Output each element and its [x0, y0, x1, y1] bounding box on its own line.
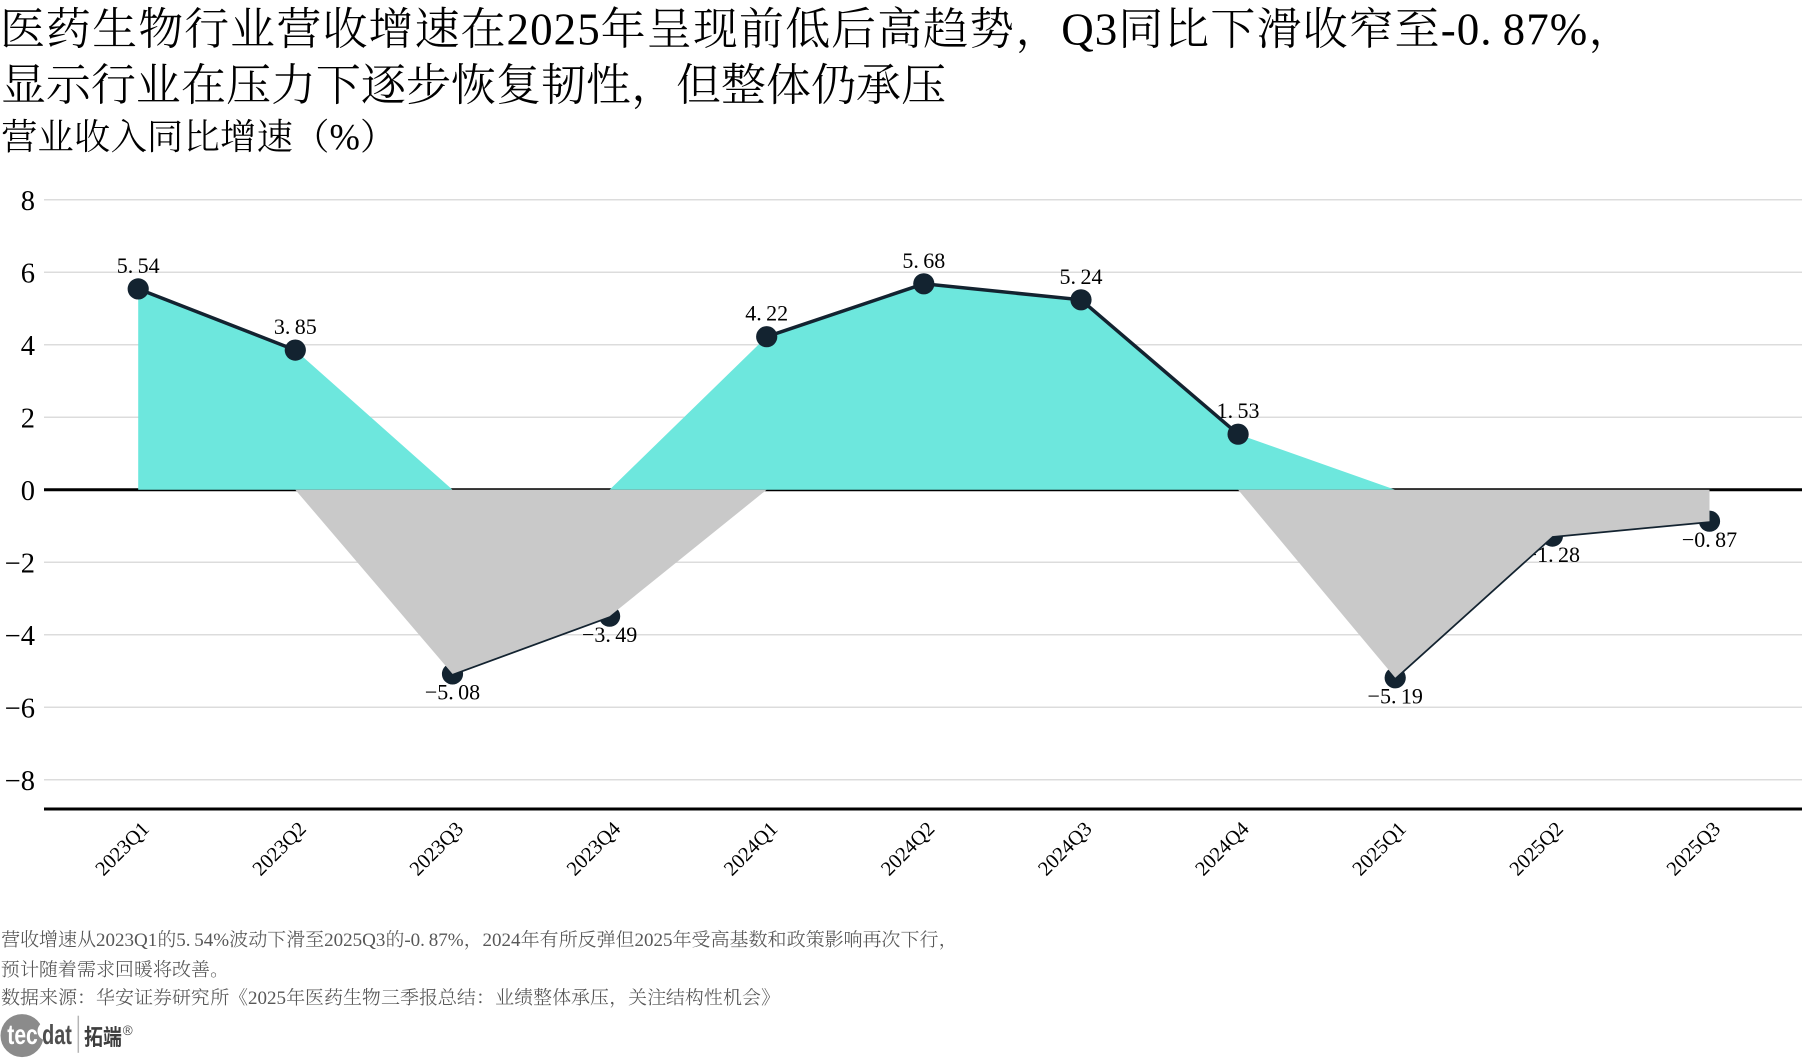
svg-text:医药生物行业营收增速在2025年呈现前低后高趋势，Q3同比下: 医药生物行业营收增速在2025年呈现前低后高趋势，Q3同比下滑收窄至-0. 87… [0, 5, 1634, 55]
svg-text:2: 2 [21, 404, 35, 435]
svg-text:−6: −6 [5, 694, 35, 725]
svg-text:5. 68: 5. 68 [902, 248, 945, 273]
svg-text:营收增速从2023Q1的5. 54%波动下滑至2025Q3的: 营收增速从2023Q1的5. 54%波动下滑至2025Q3的-0. 87%，20… [1, 929, 958, 951]
svg-text:−4: −4 [5, 621, 35, 652]
svg-text:®: ® [123, 1023, 133, 1038]
svg-text:1. 53: 1. 53 [1217, 398, 1260, 423]
svg-text:0: 0 [21, 476, 35, 507]
svg-text:4: 4 [21, 331, 35, 362]
svg-text:显示行业在压力下逐步恢复韧性，但整体仍承压: 显示行业在压力下逐步恢复韧性，但整体仍承压 [1, 61, 946, 111]
svg-text:预计随着需求回暖将改善。: 预计随着需求回暖将改善。 [1, 959, 229, 981]
svg-text:dat: dat [42, 1019, 72, 1050]
svg-text:拓端: 拓端 [84, 1020, 122, 1052]
svg-text:3. 85: 3. 85 [274, 314, 317, 339]
svg-text:−2: −2 [5, 549, 35, 580]
svg-text:tec: tec [7, 1019, 38, 1050]
svg-text:5. 24: 5. 24 [1060, 264, 1103, 289]
svg-text:8: 8 [21, 186, 35, 217]
svg-text:5. 54: 5. 54 [117, 253, 160, 278]
svg-text:6: 6 [21, 259, 35, 290]
svg-text:4. 22: 4. 22 [745, 301, 788, 326]
svg-text:数据来源：华安证券研究所《2025年医药生物三季报总结：业绩: 数据来源：华安证券研究所《2025年医药生物三季报总结：业绩整体承压，关注结构性… [1, 987, 780, 1009]
svg-text:营业收入同比增速（%）: 营业收入同比增速（%） [1, 117, 396, 158]
svg-text:−8: −8 [5, 766, 35, 797]
